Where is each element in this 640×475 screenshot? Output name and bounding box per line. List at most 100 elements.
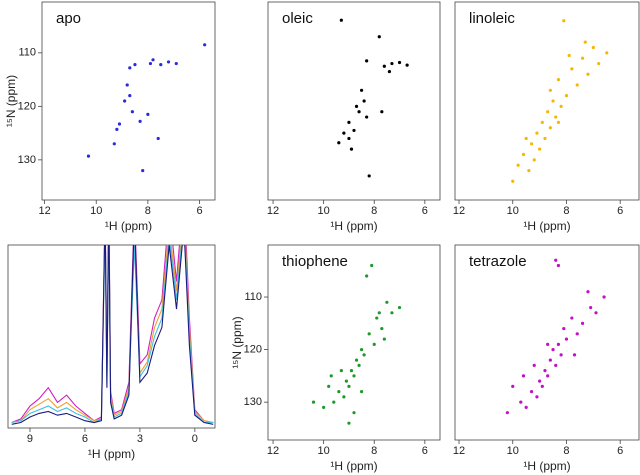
x-axis-label: ¹H (ppm) — [330, 459, 377, 473]
peak — [554, 115, 558, 119]
peak — [586, 72, 590, 76]
peak — [370, 263, 374, 268]
peak — [591, 45, 595, 50]
peak — [128, 66, 132, 70]
x-tick-label: 6 — [617, 445, 623, 457]
peak — [359, 390, 364, 394]
peak — [524, 136, 528, 141]
peak — [342, 395, 346, 399]
peak — [339, 369, 343, 373]
peak — [551, 347, 555, 352]
y-tick-label: 130 — [244, 396, 262, 408]
peak — [535, 131, 539, 135]
x-tick-label: 8 — [145, 205, 151, 217]
peak — [166, 60, 171, 64]
peak — [575, 332, 579, 336]
peak — [556, 77, 561, 82]
peak — [354, 358, 359, 362]
x-tick-label: 8 — [371, 205, 377, 217]
peak — [570, 67, 574, 71]
peak — [203, 43, 207, 47]
plot-frame — [267, 1, 441, 201]
y-axis-label: ¹⁵N (ppm) — [230, 316, 244, 368]
peak — [365, 59, 369, 63]
peak — [141, 168, 145, 173]
peak — [322, 405, 326, 410]
peak — [327, 384, 331, 388]
peak — [138, 119, 142, 123]
peak — [529, 390, 534, 394]
panel-title: thiophene — [282, 253, 348, 270]
peak — [130, 110, 134, 114]
peak — [546, 110, 550, 114]
peak — [347, 120, 351, 125]
peak — [397, 305, 402, 310]
plot-frame — [454, 244, 640, 441]
peak — [115, 127, 119, 131]
x-tick-label: 10 — [507, 205, 519, 217]
peak — [564, 337, 569, 341]
peak — [572, 353, 577, 357]
x-tick-label: 10 — [318, 205, 330, 217]
spectrum — [11, 245, 214, 425]
y-tick-label: 120 — [18, 100, 36, 112]
peak — [556, 120, 561, 125]
peak — [117, 122, 122, 126]
peak — [605, 51, 609, 55]
peak — [349, 369, 354, 373]
peak — [546, 374, 550, 378]
peak — [159, 63, 163, 67]
peak — [521, 374, 526, 378]
x-axis-label: ¹H (ppm) — [330, 219, 377, 233]
peak — [535, 395, 539, 399]
x-tick-label: 12 — [267, 445, 279, 457]
panel-title: tetrazole — [469, 253, 527, 270]
peak — [548, 88, 552, 92]
peak — [562, 19, 566, 23]
peak — [380, 110, 384, 114]
peak — [589, 305, 593, 310]
peak — [540, 120, 544, 125]
peak — [367, 332, 371, 336]
peak — [543, 136, 547, 141]
x-axis-label: ¹H (ppm) — [88, 447, 135, 461]
peak — [174, 61, 178, 66]
peak — [359, 88, 364, 92]
peak — [359, 347, 364, 352]
peak — [559, 353, 563, 357]
peak — [538, 379, 542, 383]
peak — [156, 136, 160, 141]
peak — [390, 61, 394, 66]
peak — [357, 110, 361, 114]
peak — [365, 274, 369, 278]
peak — [543, 369, 547, 373]
peak — [342, 131, 346, 135]
peak — [562, 326, 566, 331]
x-tick-label: 0 — [192, 433, 198, 445]
peak — [352, 374, 356, 378]
peak — [347, 136, 351, 141]
peak — [377, 311, 381, 315]
peak — [580, 321, 585, 325]
x-tick-label: 8 — [371, 445, 377, 457]
peak — [375, 316, 379, 320]
peak — [123, 99, 127, 103]
peak — [548, 358, 552, 362]
peak — [133, 63, 137, 67]
peak — [556, 263, 561, 268]
peak — [524, 405, 528, 410]
peak — [349, 147, 354, 151]
x-tick-label: 9 — [27, 433, 33, 445]
peak — [385, 300, 389, 304]
peak — [390, 311, 394, 315]
peak — [554, 258, 558, 262]
peak — [337, 141, 341, 145]
peak — [329, 374, 333, 378]
peak — [377, 35, 381, 39]
peak — [311, 400, 316, 404]
x-tick-label: 6 — [617, 205, 623, 217]
peak — [529, 142, 534, 146]
peak — [538, 147, 542, 151]
x-tick-label: 8 — [563, 445, 569, 457]
